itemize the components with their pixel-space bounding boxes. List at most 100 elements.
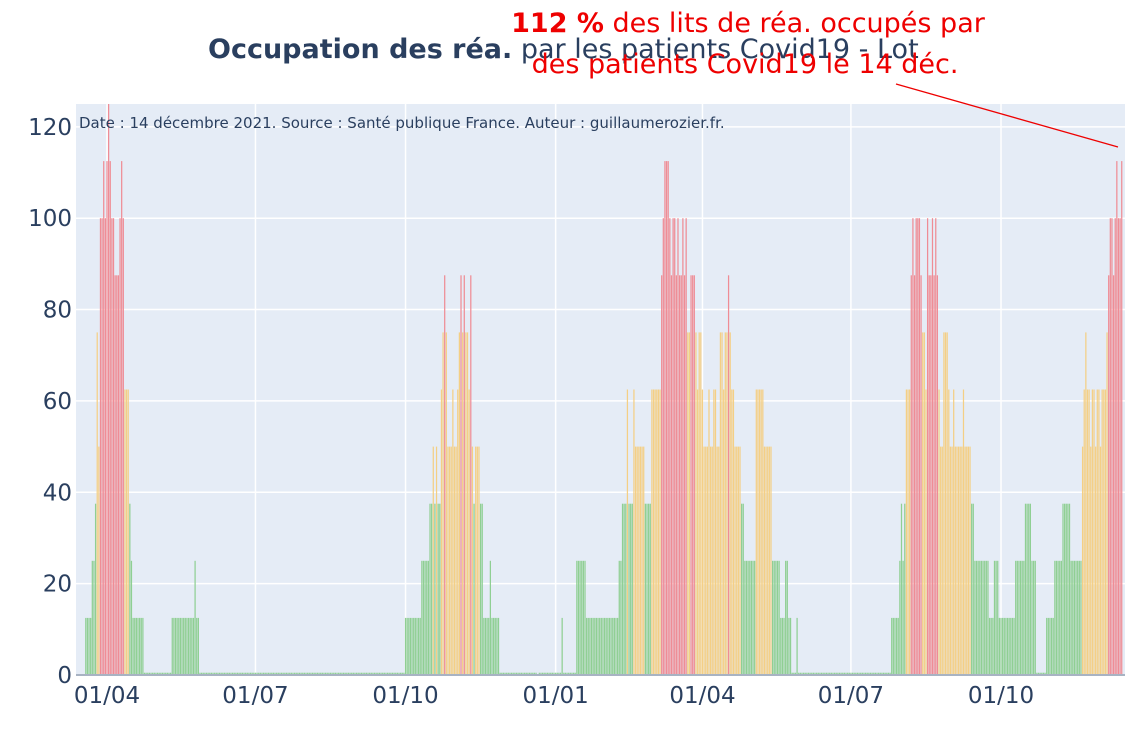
bar [1062, 503, 1064, 675]
bar [866, 672, 868, 675]
bar [413, 617, 415, 675]
bar [998, 617, 1000, 675]
bar [1036, 672, 1038, 675]
bar [463, 275, 465, 675]
x-tick-label: 01/10 [372, 683, 438, 709]
bar [610, 617, 612, 675]
bar [765, 446, 767, 675]
bar [1002, 617, 1004, 675]
bar [101, 218, 103, 675]
bar [545, 672, 547, 675]
bar [757, 389, 759, 675]
bar [940, 446, 942, 675]
bar [292, 672, 294, 675]
bar [1104, 389, 1107, 675]
bar [1011, 617, 1014, 675]
bar [840, 672, 842, 675]
bar [1005, 617, 1007, 675]
bar [734, 446, 736, 675]
bar [111, 218, 113, 675]
bar [700, 332, 702, 675]
bar [228, 672, 230, 675]
bar [754, 560, 756, 675]
bar [417, 617, 420, 675]
bar [88, 617, 90, 675]
bar [1037, 672, 1040, 675]
bar [985, 560, 987, 675]
bar [820, 672, 823, 675]
bar [783, 617, 785, 675]
bar [853, 672, 855, 675]
bar [817, 672, 819, 675]
bar [166, 672, 168, 675]
bar [566, 672, 568, 675]
bar [395, 672, 397, 675]
bar [729, 332, 731, 675]
bar [742, 503, 744, 675]
bar [949, 446, 952, 675]
bar [355, 672, 358, 675]
bar [170, 672, 172, 675]
bar [634, 446, 637, 675]
bar [995, 560, 997, 675]
bar [519, 672, 521, 675]
bar [931, 218, 934, 675]
bar [538, 672, 540, 675]
bar [843, 672, 846, 675]
bar [683, 275, 686, 675]
bar [633, 389, 635, 675]
bar [577, 560, 580, 675]
bar [869, 672, 872, 675]
bar [320, 672, 322, 675]
bar [714, 389, 717, 675]
bar [833, 672, 836, 675]
bar [669, 218, 671, 675]
bar [349, 672, 351, 675]
bar [863, 672, 865, 675]
bar [1057, 560, 1059, 675]
bar [1075, 560, 1077, 675]
bar [992, 617, 994, 675]
bar [600, 617, 602, 675]
bar [638, 446, 640, 675]
bar [997, 560, 999, 675]
bar [864, 672, 867, 675]
bar [390, 672, 392, 675]
bar [380, 672, 382, 675]
bar [736, 446, 738, 675]
bar [139, 617, 141, 675]
bar [499, 672, 501, 675]
bar [377, 672, 379, 675]
bar [975, 560, 978, 675]
bar [572, 672, 575, 675]
bar [1000, 617, 1002, 675]
bar [127, 389, 129, 675]
bar [1116, 161, 1118, 676]
bar [1050, 617, 1053, 675]
bar [1052, 617, 1054, 675]
bar [933, 275, 935, 675]
bar [386, 672, 389, 675]
bar [1086, 389, 1089, 675]
bar [483, 617, 485, 675]
bar [315, 672, 317, 675]
bar [711, 446, 713, 675]
bar [259, 672, 261, 675]
bar [851, 672, 854, 675]
bar [1117, 218, 1120, 675]
bar [96, 332, 98, 675]
bar [1039, 672, 1041, 675]
bar [674, 218, 676, 675]
bar [718, 446, 720, 675]
x-tick-labels: 01/04 01/07 01/10 01/01 01/04 01/07 01/10 [74, 683, 1034, 709]
bar [760, 389, 762, 675]
bar [401, 672, 403, 675]
bar [1024, 503, 1027, 675]
bar [272, 672, 275, 675]
bar [530, 672, 532, 675]
bar [1016, 560, 1018, 675]
bar [391, 672, 394, 675]
bar [905, 389, 908, 675]
bar [646, 503, 648, 675]
bar [1101, 389, 1103, 675]
